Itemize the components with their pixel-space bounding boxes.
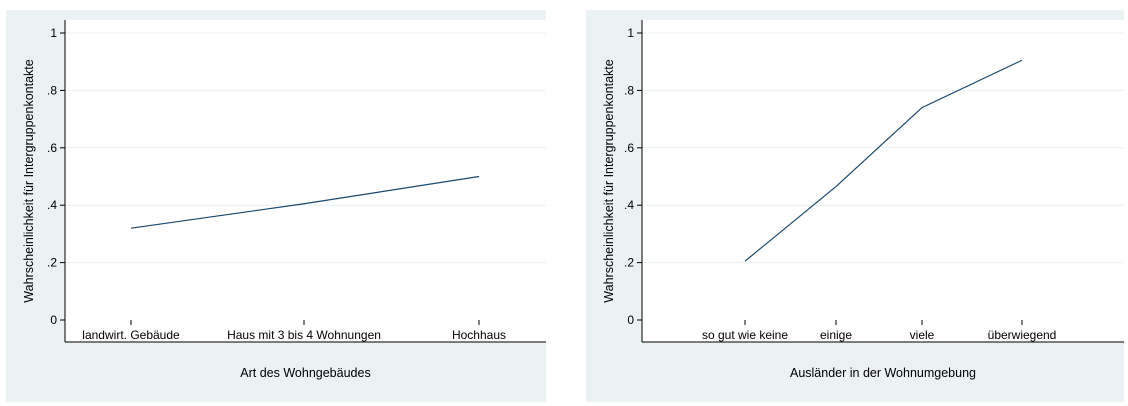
- plot-area: [65, 20, 546, 342]
- y-tick-label: .8: [624, 83, 634, 97]
- y-tick-label: 0: [50, 313, 57, 327]
- x-axis-title: Ausländer in der Wohnumgebung: [790, 366, 976, 380]
- y-ticks: 0 .2 .4 .6 .8 1: [47, 26, 65, 327]
- y-axis-title: Wahrscheinlichkeit für Intergruppenkonta…: [602, 59, 616, 302]
- chart-panel-right: 0 .2 .4 .6 .8 1 so gut wie keine einige viele üb…: [586, 10, 1124, 402]
- chart-right: 0 .2 .4 .6 .8 1 so gut wie keine einige viele üb…: [586, 10, 1124, 402]
- x-tick-label: einige: [820, 328, 852, 342]
- x-tick-label: Haus mit 3 bis 4 Wohnungen: [227, 328, 381, 342]
- y-tick-label: .2: [47, 256, 57, 270]
- y-axis-title: Wahrscheinlichkeit für Intergruppenkonta…: [22, 59, 36, 302]
- chart-left: 0 .2 .4 .6 .8 1 landwirt. Gebäude Haus mit 3 b…: [6, 10, 546, 402]
- x-tick-label: Hochhaus: [452, 328, 506, 342]
- x-tick-label: landwirt. Gebäude: [82, 328, 180, 342]
- x-tick-label: überwiegend: [988, 328, 1057, 342]
- y-tick-label: .4: [624, 198, 634, 212]
- y-tick-label: .8: [47, 83, 57, 97]
- y-tick-label: .6: [624, 141, 634, 155]
- y-tick-label: .6: [47, 141, 57, 155]
- y-tick-label: .2: [624, 256, 634, 270]
- y-tick-label: 1: [50, 26, 57, 40]
- plot-area: [642, 20, 1124, 342]
- chart-panel-left: 0 .2 .4 .6 .8 1 landwirt. Gebäude Haus mit 3 b…: [6, 10, 546, 402]
- y-tick-label: 0: [627, 313, 634, 327]
- y-ticks: 0 .2 .4 .6 .8 1: [624, 26, 642, 327]
- x-axis-title: Art des Wohngebäudes: [240, 366, 370, 380]
- y-tick-label: .4: [47, 198, 57, 212]
- y-tick-label: 1: [627, 26, 634, 40]
- x-tick-label: so gut wie keine: [702, 328, 788, 342]
- x-tick-label: viele: [910, 328, 935, 342]
